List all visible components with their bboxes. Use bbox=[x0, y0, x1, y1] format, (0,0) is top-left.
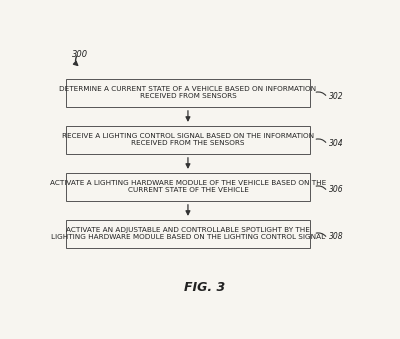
Text: ACTIVATE AN ADJUSTABLE AND CONTROLLABLE SPOTLIGHT BY THE
LIGHTING HARDWARE MODUL: ACTIVATE AN ADJUSTABLE AND CONTROLLABLE … bbox=[51, 227, 325, 240]
Text: ACTIVATE A LIGHTING HARDWARE MODULE OF THE VEHICLE BASED ON THE
CURRENT STATE OF: ACTIVATE A LIGHTING HARDWARE MODULE OF T… bbox=[50, 180, 326, 193]
Text: 300: 300 bbox=[72, 50, 88, 59]
Text: FIG. 3: FIG. 3 bbox=[184, 281, 226, 294]
Text: DETERMINE A CURRENT STATE OF A VEHICLE BASED ON INFORMATION
RECEIVED FROM SENSOR: DETERMINE A CURRENT STATE OF A VEHICLE B… bbox=[59, 86, 316, 99]
FancyBboxPatch shape bbox=[66, 79, 310, 106]
Text: 306: 306 bbox=[329, 185, 344, 195]
Text: 308: 308 bbox=[329, 233, 344, 241]
Text: 302: 302 bbox=[329, 92, 344, 101]
FancyBboxPatch shape bbox=[66, 126, 310, 154]
FancyBboxPatch shape bbox=[66, 173, 310, 201]
Text: 304: 304 bbox=[329, 139, 344, 147]
Text: RECEIVE A LIGHTING CONTROL SIGNAL BASED ON THE INFORMATION
RECEIVED FROM THE SEN: RECEIVE A LIGHTING CONTROL SIGNAL BASED … bbox=[62, 133, 314, 146]
FancyBboxPatch shape bbox=[66, 220, 310, 247]
